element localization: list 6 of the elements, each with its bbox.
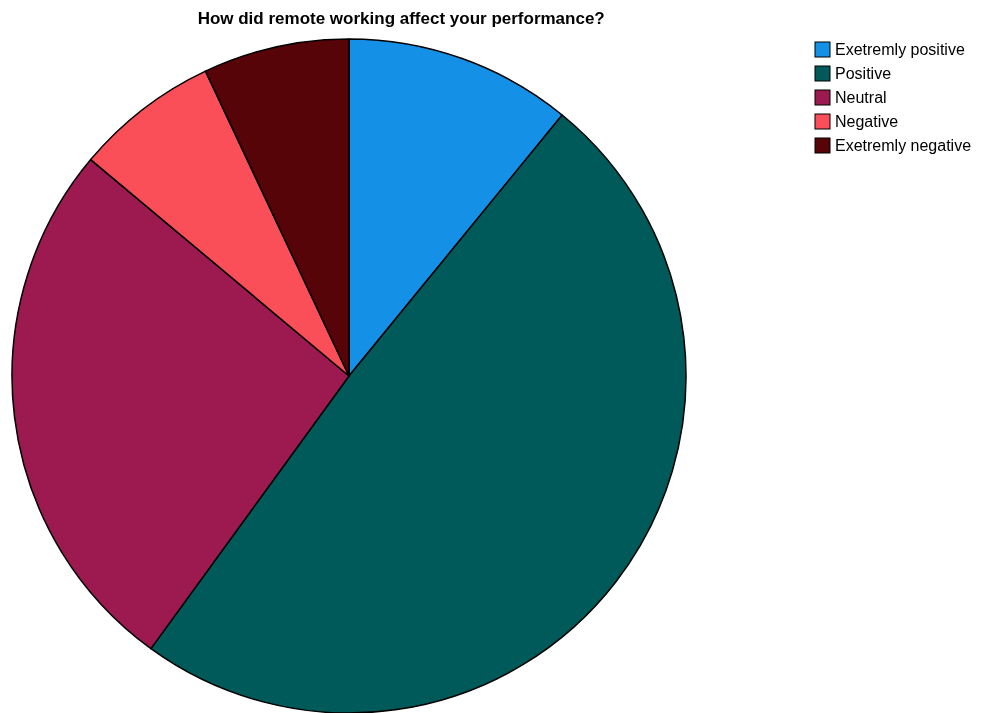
legend-label: Negative <box>835 113 899 130</box>
legend-label: Neutral <box>835 89 887 106</box>
legend-label: Exetremly positive <box>835 41 965 58</box>
legend-label: Exetremly negative <box>835 137 972 154</box>
legend-label: Positive <box>835 65 892 82</box>
chart-title: How did remote working affect your performance? <box>197 9 605 28</box>
